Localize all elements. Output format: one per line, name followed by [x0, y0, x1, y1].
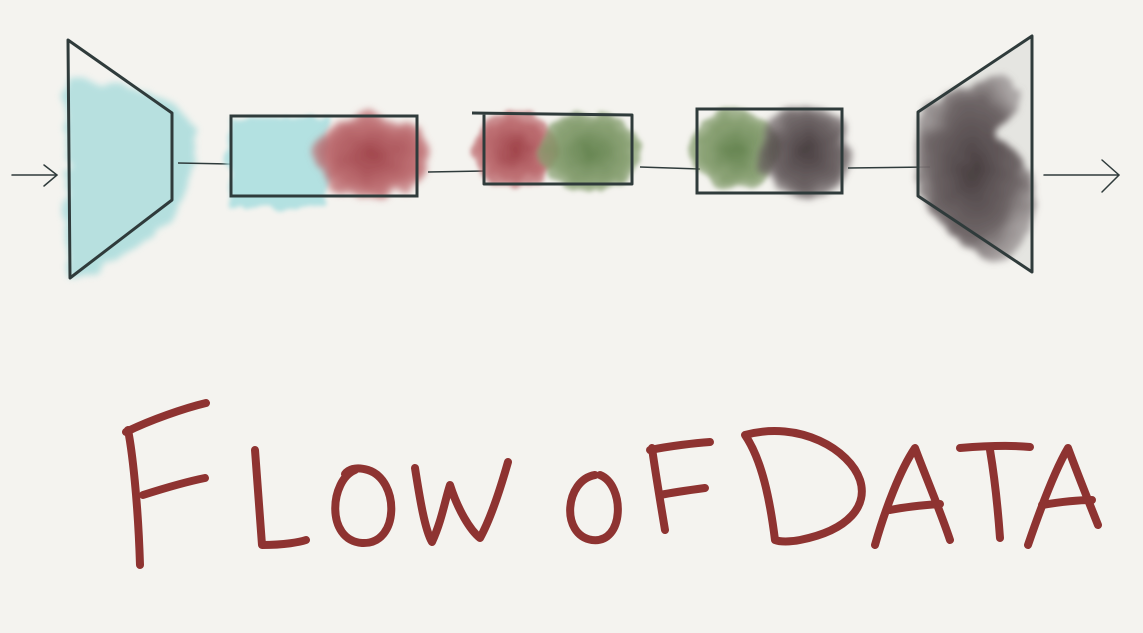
connector-line [639, 166, 701, 170]
red-wash [473, 112, 557, 188]
block-outline [695, 107, 844, 195]
block-outline [229, 114, 419, 198]
input-arrow [11, 164, 59, 187]
block-stage-red-green [471, 111, 640, 192]
expander-outline [916, 34, 1034, 274]
green-wash [691, 110, 779, 190]
block-stage-green-dark [691, 106, 852, 198]
connector-line [177, 162, 231, 165]
green-wash [540, 112, 640, 192]
input-expander-stage [66, 38, 197, 280]
expander-outline [66, 38, 174, 280]
connector-line [847, 166, 931, 169]
cyan-wash [228, 118, 328, 208]
dark-wash [760, 106, 852, 198]
output-expander-stage [916, 34, 1034, 274]
cyan-wash [66, 78, 197, 275]
output-arrow [1043, 159, 1121, 193]
red-wash [312, 114, 432, 198]
block-outline [471, 111, 634, 186]
title-lettering [122, 399, 1102, 569]
connector-line [427, 170, 485, 173]
block-stage-cyan-red [228, 114, 432, 208]
